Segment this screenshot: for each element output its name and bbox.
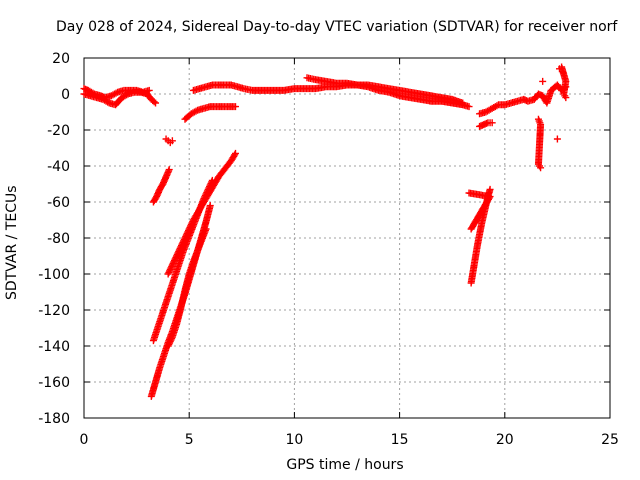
data-point (206, 202, 214, 210)
x-tick-label: 0 (80, 432, 89, 448)
y-tick-label: -60 (47, 195, 70, 211)
x-tick-label: 25 (601, 432, 619, 448)
data-point (488, 119, 496, 127)
chart-title: Day 028 of 2024, Sidereal Day-to-day VTE… (56, 19, 618, 35)
data-point (89, 89, 97, 97)
data-point (150, 98, 158, 106)
data-point (152, 99, 160, 107)
y-tick-label: -120 (38, 303, 70, 319)
data-point (465, 189, 473, 197)
y-tick-label: -20 (47, 123, 70, 139)
x-axis-label: GPS time / hours (286, 457, 404, 473)
data-point (553, 135, 561, 143)
y-tick-label: -80 (47, 231, 70, 247)
data-point (537, 164, 545, 172)
y-tick-label: -100 (38, 267, 70, 283)
y-tick-label: 20 (52, 51, 70, 67)
y-tick-label: -140 (38, 339, 70, 355)
data-point (493, 102, 501, 110)
y-tick-label: -180 (38, 411, 70, 427)
data-point (168, 137, 176, 145)
x-tick-label: 20 (496, 432, 514, 448)
y-tick-label: 0 (61, 87, 70, 103)
data-point (202, 225, 210, 233)
x-tick-label: 10 (285, 432, 303, 448)
data-point (231, 151, 239, 159)
axis-ticks: 0 5 10 15 20 25 20 0 -20 -40 -60 -80 -100 -120 -140 -16… (38, 51, 619, 448)
data-point (231, 149, 239, 157)
y-tick-label: -160 (38, 375, 70, 391)
data-point (539, 77, 547, 85)
data-point (165, 166, 173, 174)
y-axis-label: SDTVAR / TECUs (4, 185, 20, 300)
data-point (231, 103, 239, 111)
data-points (80, 63, 570, 400)
data-point (112, 89, 120, 97)
data-point (562, 94, 570, 102)
y-tick-label: -40 (47, 159, 70, 175)
x-tick-label: 15 (391, 432, 409, 448)
data-point (465, 103, 473, 111)
data-point (192, 107, 200, 115)
data-point (168, 335, 176, 342)
x-tick-label: 5 (185, 432, 194, 448)
data-point (486, 185, 494, 193)
data-point (145, 86, 153, 94)
